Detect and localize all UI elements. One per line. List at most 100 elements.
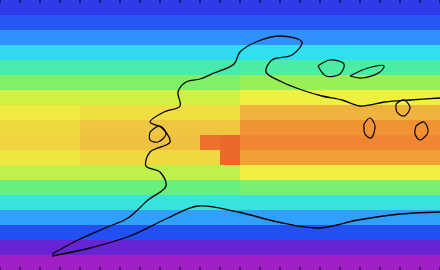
coastline: [52, 36, 440, 254]
heat-cell: [60, 105, 81, 121]
island-outline: [364, 118, 375, 138]
heat-cell: [80, 135, 101, 151]
frame-tick: [120, 0, 121, 3]
heat-cell: [240, 30, 261, 46]
heat-cell: [80, 120, 101, 136]
heat-cell: [40, 180, 61, 196]
heat-cell: [60, 45, 81, 61]
heat-cell: [340, 45, 361, 61]
heat-cell: [380, 165, 401, 181]
heat-cell: [280, 30, 301, 46]
heat-cell: [260, 240, 281, 256]
heat-cell: [160, 180, 181, 196]
heat-cell: [0, 165, 21, 181]
heat-cell: [420, 60, 440, 76]
heat-cell: [20, 135, 41, 151]
heat-cell: [120, 255, 141, 270]
heat-cell: [280, 120, 301, 136]
heat-cell: [260, 90, 281, 106]
heat-cell: [80, 0, 101, 16]
heat-cell: [380, 195, 401, 211]
heat-cell: [380, 30, 401, 46]
heat-cell: [140, 165, 161, 181]
heat-cell: [400, 240, 421, 256]
heat-cell: [280, 255, 301, 270]
heat-cell: [100, 45, 121, 61]
heat-cell: [240, 0, 261, 16]
heat-cell: [200, 255, 221, 270]
heat-cell: [300, 60, 321, 76]
heat-cell: [280, 240, 301, 256]
heat-cell: [380, 255, 401, 270]
heat-cell: [100, 135, 121, 151]
heat-cell: [0, 120, 21, 136]
heat-cell: [160, 0, 181, 16]
heat-cell: [360, 30, 381, 46]
heat-cell: [180, 15, 201, 31]
heat-cell: [420, 165, 440, 181]
heat-cell: [400, 75, 421, 91]
heat-cell: [340, 105, 361, 121]
heat-cell: [100, 15, 121, 31]
heat-cell: [140, 60, 161, 76]
heat-cell: [40, 75, 61, 91]
heat-cell: [320, 30, 341, 46]
heat-cell: [340, 255, 361, 270]
frame-tick: [140, 0, 141, 3]
heat-cell: [20, 180, 41, 196]
heat-cell: [80, 90, 101, 106]
island-outline: [396, 100, 410, 116]
heat-cell: [300, 75, 321, 91]
heat-cell: [40, 150, 61, 166]
frame-tick: [120, 267, 121, 270]
heat-cell: [320, 150, 341, 166]
heat-cell: [200, 240, 221, 256]
heat-cell: [400, 135, 421, 151]
heat-cell: [120, 165, 141, 181]
heat-cell: [60, 0, 81, 16]
heat-cell: [280, 0, 301, 16]
heat-cell: [0, 45, 21, 61]
heat-cell: [240, 195, 261, 211]
heat-cell: [120, 105, 141, 121]
heat-cell: [160, 60, 181, 76]
heat-cell: [200, 30, 221, 46]
heat-cell: [80, 60, 101, 76]
heat-cell: [260, 120, 281, 136]
heat-cell: [20, 195, 41, 211]
frame-tick: [300, 0, 301, 3]
heat-cell: [220, 255, 241, 270]
heat-cell: [120, 0, 141, 16]
heat-cell: [360, 45, 381, 61]
heat-cell: [300, 180, 321, 196]
heat-cell: [220, 15, 241, 31]
heat-cell: [360, 15, 381, 31]
heat-cell: [380, 45, 401, 61]
heat-cell: [340, 225, 361, 241]
heat-cell: [400, 45, 421, 61]
heat-cell: [300, 210, 321, 226]
heat-cell: [180, 150, 201, 166]
heat-cell: [0, 195, 21, 211]
heat-cell: [400, 195, 421, 211]
heat-cell: [0, 180, 21, 196]
heat-cell: [220, 135, 241, 151]
heat-cell: [220, 30, 241, 46]
heat-cell: [200, 150, 221, 166]
heat-cell: [100, 150, 121, 166]
frame-tick: [360, 267, 361, 270]
frame-tick: [100, 0, 101, 3]
heat-cell: [100, 195, 121, 211]
heat-cell: [220, 90, 241, 106]
heat-cell: [300, 240, 321, 256]
heat-cell: [180, 225, 201, 241]
heat-cell: [300, 30, 321, 46]
heat-cell: [160, 210, 181, 226]
heat-cell: [40, 195, 61, 211]
frame-tick: [180, 0, 181, 3]
heat-cell: [120, 60, 141, 76]
heat-cell: [60, 180, 81, 196]
heat-cell: [140, 15, 161, 31]
heat-cell: [280, 45, 301, 61]
heat-cell: [0, 30, 21, 46]
